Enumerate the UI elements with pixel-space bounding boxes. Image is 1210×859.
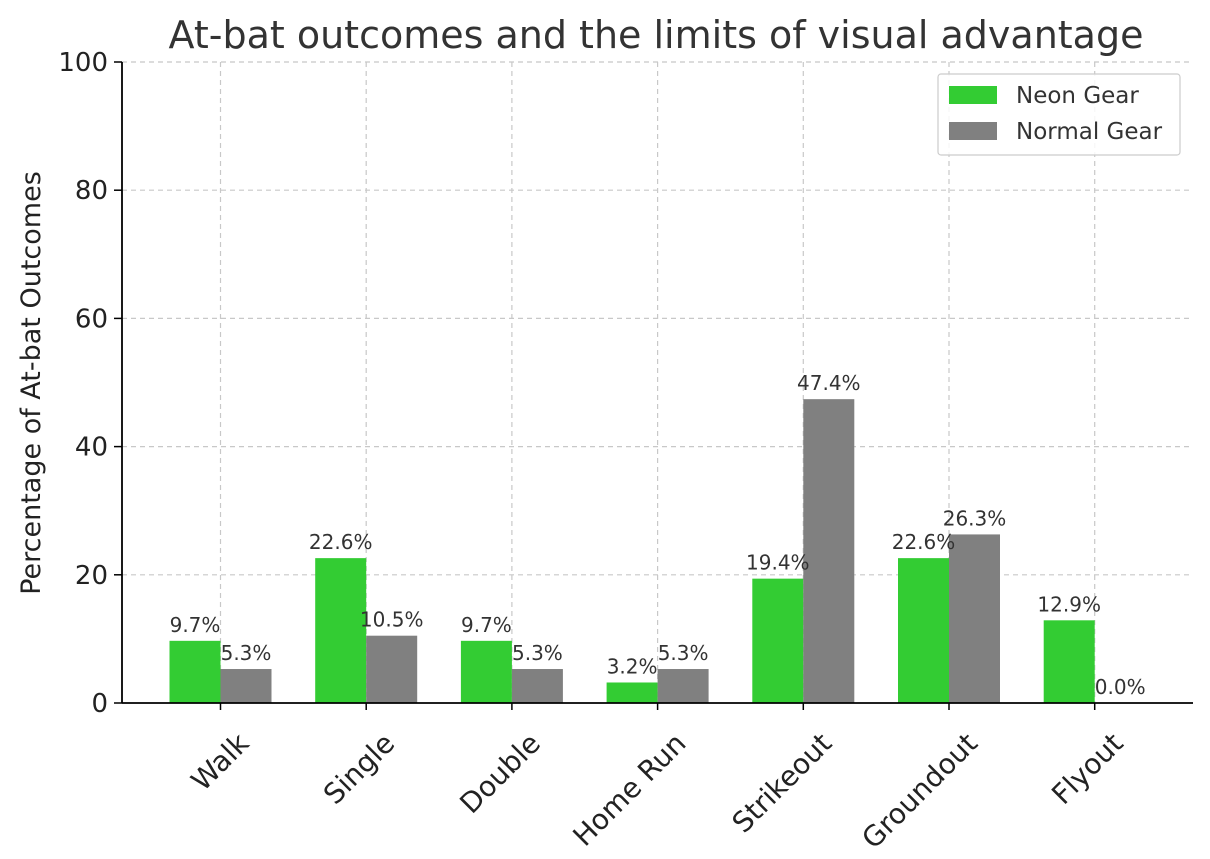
- bar-normal-gear-double: [511, 669, 563, 703]
- x-axis-ticks: Walk Single Double Home Run Strikeout Groundo…: [185, 703, 1130, 855]
- x-tick-label-flyout: Flyout: [1045, 727, 1129, 811]
- y-tick-label-80: 80: [75, 176, 108, 206]
- data-label-neon-gear-strikeout: 19.4%: [746, 551, 810, 575]
- y-tick-label-100: 100: [58, 48, 108, 78]
- bar-neon-gear-strikeout: [752, 578, 804, 703]
- data-label-normal-gear-double: 5.3%: [512, 641, 563, 665]
- bar-neon-gear-home-run: [606, 682, 658, 703]
- bars: [169, 399, 1095, 703]
- x-tick-label-single: Single: [317, 727, 401, 811]
- legend-swatch-neon-gear: [949, 86, 997, 104]
- data-label-normal-gear-strikeout: 47.4%: [797, 371, 861, 395]
- y-axis-ticks: 0 20 40 60 80 100: [58, 48, 122, 719]
- bar-neon-gear-single: [315, 558, 367, 703]
- data-label-normal-gear-home-run: 5.3%: [658, 641, 709, 665]
- bar-neon-gear-double: [460, 640, 512, 703]
- bar-neon-gear-flyout: [1043, 620, 1095, 703]
- data-label-neon-gear-double: 9.7%: [461, 613, 512, 637]
- bar-normal-gear-groundout: [949, 534, 1000, 703]
- bar-neon-gear-walk: [169, 640, 221, 703]
- legend: Neon Gear Normal Gear: [937, 73, 1181, 156]
- bar-normal-gear-walk: [220, 669, 272, 703]
- data-label-neon-gear-home-run: 3.2%: [607, 654, 658, 678]
- legend-label-normal-gear: Normal Gear: [1016, 119, 1163, 145]
- y-tick-label-20: 20: [75, 561, 108, 591]
- chart-title: At-bat outcomes and the limits of visual…: [169, 13, 1144, 57]
- y-axis-label: Percentage of At-bat Outcomes: [16, 171, 47, 595]
- x-tick-label-groundout: Groundout: [855, 727, 984, 856]
- x-tick-label-walk: Walk: [185, 726, 256, 797]
- y-tick-label-60: 60: [75, 304, 108, 334]
- x-tick-label-home-run: Home Run: [566, 727, 692, 853]
- data-label-neon-gear-flyout: 12.9%: [1037, 592, 1101, 616]
- legend-label-neon-gear: Neon Gear: [1016, 83, 1139, 109]
- data-label-neon-gear-walk: 9.7%: [170, 613, 221, 637]
- data-label-normal-gear-groundout: 26.3%: [943, 506, 1007, 530]
- legend-box: [937, 73, 1181, 156]
- data-label-normal-gear-flyout: 0.0%: [1095, 675, 1146, 699]
- data-label-neon-gear-groundout: 22.6%: [892, 530, 956, 554]
- data-labels: 9.7% 22.6% 9.7% 3.2% 19.4% 22.6% 12.9% 5.3% 10.5…: [170, 371, 1146, 699]
- grid: [122, 61, 1193, 703]
- data-label-normal-gear-walk: 5.3%: [221, 641, 272, 665]
- bar-normal-gear-strikeout: [803, 399, 855, 703]
- x-tick-label-strikeout: Strikeout: [726, 727, 839, 840]
- y-tick-label-40: 40: [75, 433, 108, 463]
- bar-normal-gear-single: [366, 635, 418, 703]
- bar-normal-gear-home-run: [657, 669, 709, 703]
- bar-neon-gear-groundout: [898, 558, 949, 703]
- data-label-neon-gear-single: 22.6%: [309, 530, 373, 554]
- legend-swatch-normal-gear: [949, 122, 997, 140]
- y-tick-label-0: 0: [91, 689, 108, 719]
- x-tick-label-double: Double: [453, 727, 546, 820]
- data-label-normal-gear-single: 10.5%: [360, 608, 424, 632]
